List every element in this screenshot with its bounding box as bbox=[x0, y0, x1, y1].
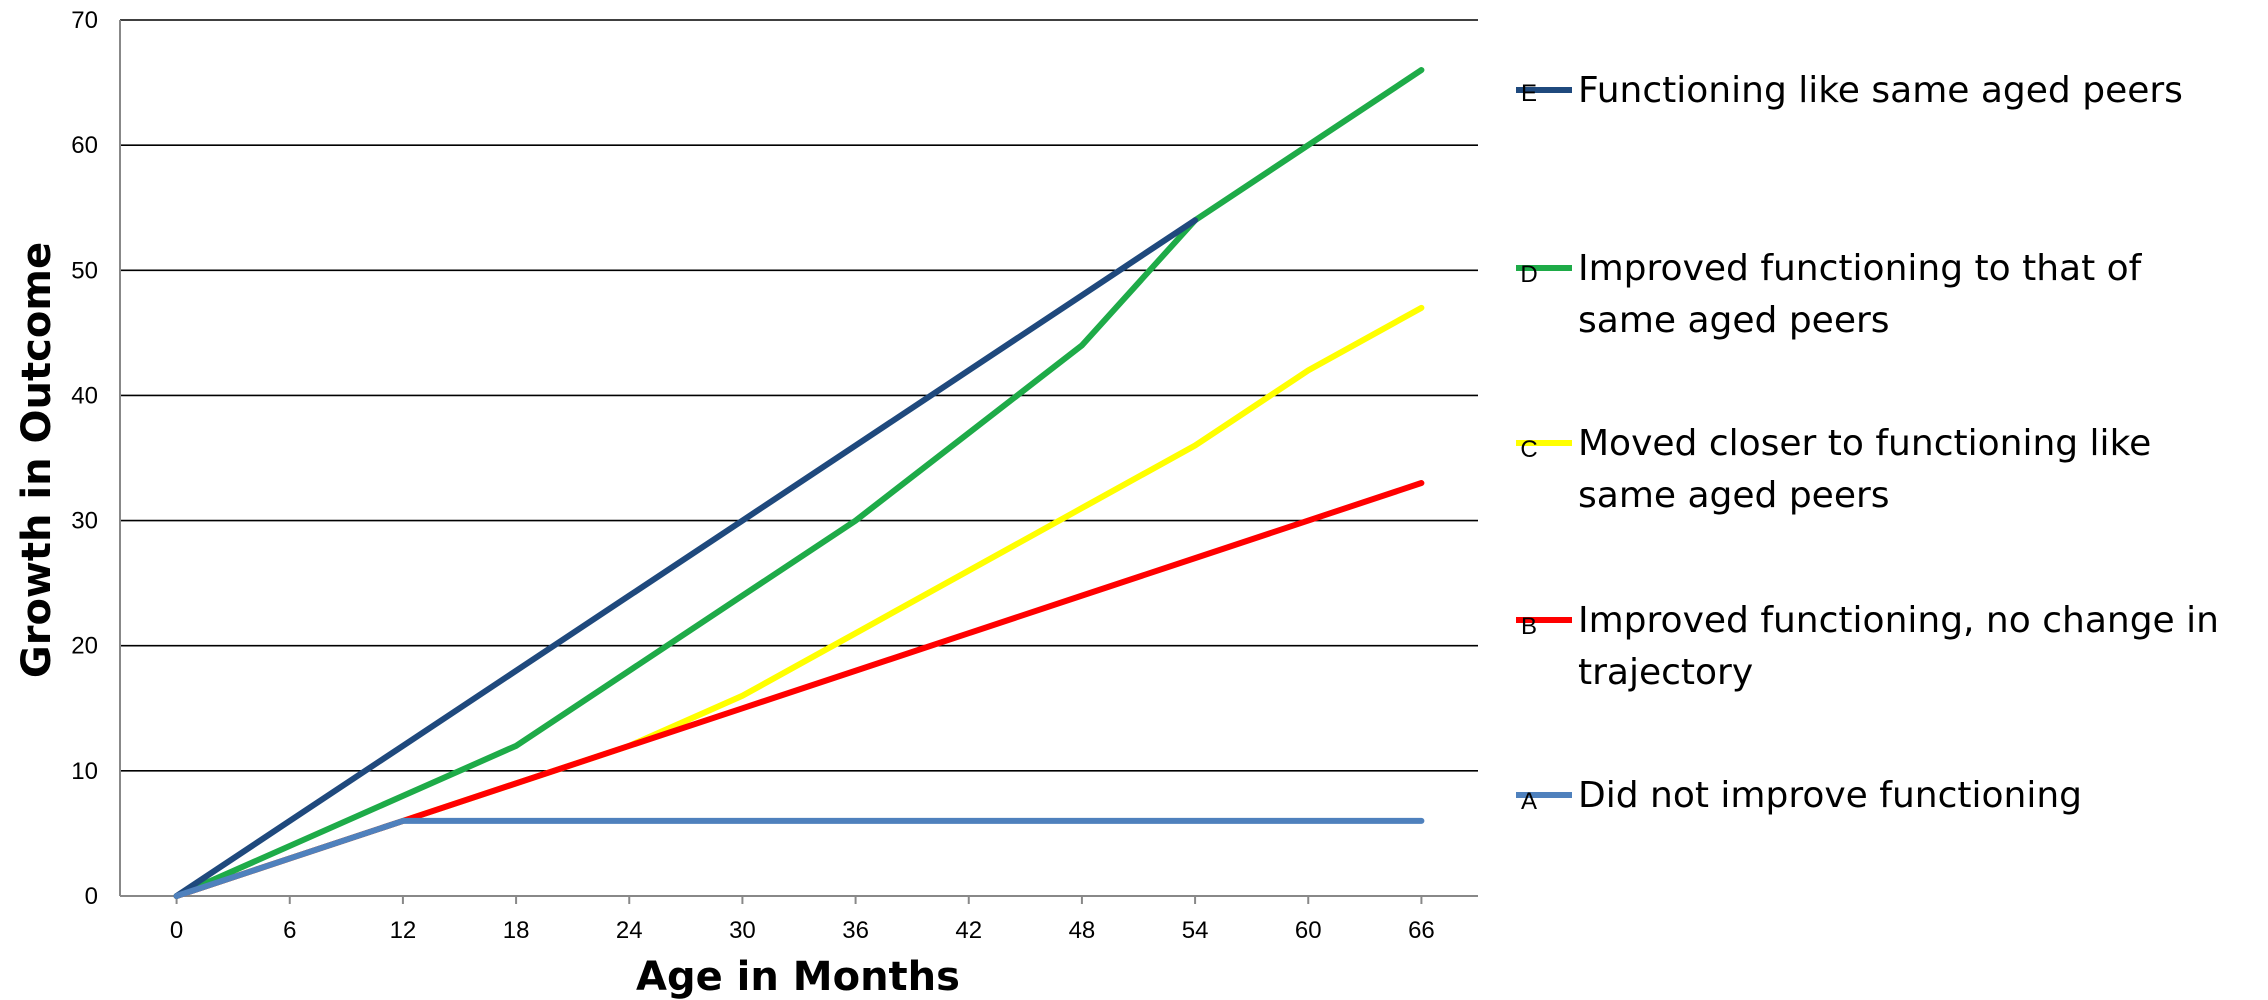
legend-marker-letter: D bbox=[1520, 261, 1537, 288]
x-tick-label: 42 bbox=[955, 917, 982, 944]
legend: E Functioning like same aged peers D Improv… bbox=[1516, 70, 2219, 816]
y-tick-label: 50 bbox=[71, 257, 98, 284]
y-tick-label: 0 bbox=[85, 883, 98, 910]
x-axis-title: Age in Months bbox=[636, 954, 960, 1000]
series-line-d bbox=[173, 67, 1425, 899]
y-tick-labels: 0 10 20 30 40 50 60 70 bbox=[71, 7, 98, 910]
y-tick-label: 30 bbox=[71, 508, 98, 535]
legend-item: D Improved functioning to that of same age… bbox=[1516, 248, 2143, 341]
y-tick-label: 60 bbox=[71, 132, 98, 159]
x-tick-label: 24 bbox=[616, 917, 643, 944]
legend-marker-letter: C bbox=[1520, 436, 1537, 463]
series-line-a bbox=[173, 817, 1425, 899]
y-tick-label: 70 bbox=[71, 7, 98, 34]
x-tick-label: 18 bbox=[503, 917, 530, 944]
x-tick-label: 30 bbox=[729, 917, 756, 944]
legend-marker-letter: E bbox=[1521, 80, 1537, 107]
y-tick-label: 10 bbox=[71, 758, 98, 785]
x-tick-label: 54 bbox=[1182, 917, 1209, 944]
legend-label: Moved closer to functioning like same age… bbox=[1578, 423, 2151, 516]
x-tick-label: 48 bbox=[1069, 917, 1096, 944]
legend-item: E Functioning like same aged peers bbox=[1516, 70, 2183, 111]
x-tick-label: 36 bbox=[842, 917, 869, 944]
x-tick-label: 60 bbox=[1295, 917, 1322, 944]
legend-item: B Improved functioning, no change in traje… bbox=[1516, 600, 2219, 693]
x-tick-label: 66 bbox=[1408, 917, 1435, 944]
legend-item: A Did not improve functioning bbox=[1516, 775, 2082, 816]
y-tick-label: 40 bbox=[71, 382, 98, 409]
x-tick-labels: 0 6 12 18 24 30 36 42 48 54 60 66 bbox=[170, 917, 1435, 944]
x-tick-label: 12 bbox=[390, 917, 417, 944]
legend-label: Functioning like same aged peers bbox=[1578, 70, 2183, 111]
legend-label: Improved functioning to that of same aged… bbox=[1578, 248, 2143, 341]
legend-marker-letter: A bbox=[1521, 788, 1537, 815]
legend-marker-letter: B bbox=[1521, 613, 1537, 640]
legend-label: Improved functioning, no change in trajec… bbox=[1578, 600, 2219, 693]
legend-label: Did not improve functioning bbox=[1578, 775, 2082, 816]
x-tick-label: 0 bbox=[170, 917, 183, 944]
series-lines bbox=[173, 67, 1425, 899]
legend-item: C Moved closer to functioning like same ag… bbox=[1516, 423, 2151, 516]
y-tick-label: 20 bbox=[71, 633, 98, 660]
gridlines bbox=[119, 19, 1478, 904]
series-line-e bbox=[173, 217, 1199, 899]
x-tick-label: 6 bbox=[283, 917, 296, 944]
y-axis-title: Growth in Outcome bbox=[14, 242, 60, 678]
